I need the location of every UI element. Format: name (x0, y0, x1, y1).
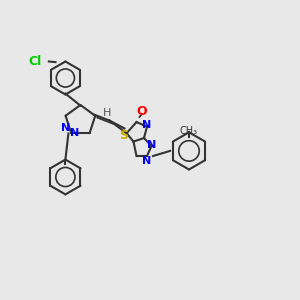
Text: N: N (142, 120, 152, 130)
Text: N: N (148, 140, 157, 150)
Text: CH₃: CH₃ (180, 125, 198, 136)
Text: O: O (136, 105, 147, 118)
Text: S: S (119, 129, 128, 142)
Text: Cl: Cl (29, 55, 42, 68)
Text: H: H (103, 108, 112, 118)
Text: N: N (61, 123, 70, 134)
Text: N: N (142, 155, 151, 166)
Text: N: N (70, 128, 79, 138)
